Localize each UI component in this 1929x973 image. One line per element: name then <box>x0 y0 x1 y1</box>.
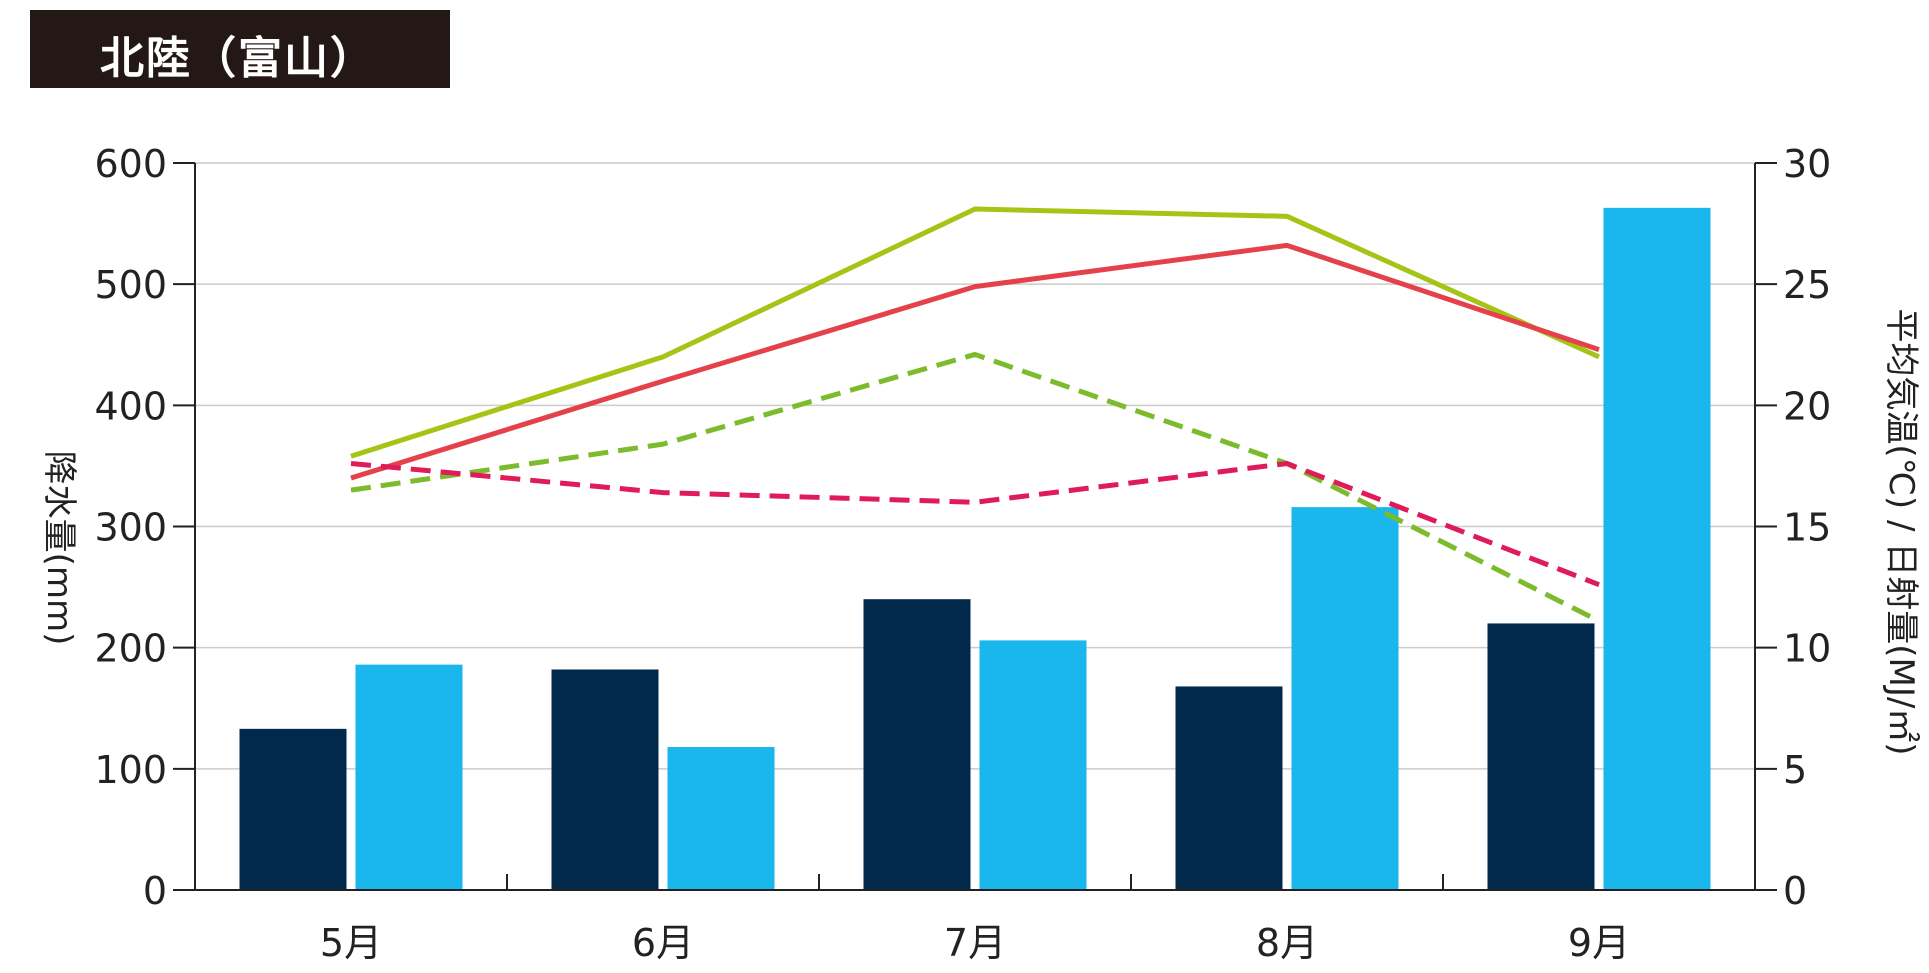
bar-series-group <box>239 207 1711 890</box>
right-tick-labels: 0 5 10 15 20 25 30 <box>1783 142 1831 913</box>
right-tick-label: 30 <box>1783 142 1831 186</box>
axes <box>173 162 1777 891</box>
line-series-2 <box>350 242 1600 481</box>
title-box: 北陸（富山） <box>30 10 450 88</box>
right-tick-label: 20 <box>1783 384 1831 428</box>
bar-series-1-bar <box>239 728 347 890</box>
category-label: 8月 <box>1256 921 1318 965</box>
bar-series-1-bar <box>863 599 971 890</box>
bar-series-2-bar <box>1291 507 1399 890</box>
line-series-group <box>350 206 1601 624</box>
line-series-4 <box>350 460 1600 587</box>
bar-series-1-bar <box>551 669 659 890</box>
right-tick-label: 0 <box>1783 869 1807 913</box>
left-tick-label: 500 <box>94 263 167 307</box>
right-axis-label: 平均気温(℃) / 日射量(MJ/㎡) <box>1881 308 1921 755</box>
right-tick-label: 15 <box>1783 506 1831 550</box>
left-tick-label: 300 <box>94 506 167 550</box>
left-tick-labels: 0 100 200 300 400 500 600 <box>94 142 167 913</box>
category-label: 7月 <box>944 921 1006 965</box>
line-series-1 <box>350 206 1601 459</box>
right-tick-label: 25 <box>1783 263 1831 307</box>
right-tick-label: 10 <box>1783 627 1831 671</box>
category-label: 9月 <box>1568 921 1630 965</box>
chart-title: 北陸（富山） <box>100 33 376 84</box>
bar-series-2-bar <box>1603 207 1711 890</box>
category-label: 6月 <box>632 921 694 965</box>
left-tick-label: 400 <box>94 384 167 428</box>
bar-series-2-bar <box>355 664 463 890</box>
category-label: 5月 <box>320 921 382 965</box>
right-tick-label: 5 <box>1783 748 1807 792</box>
bar-series-1-bar <box>1175 686 1283 890</box>
left-tick-label: 600 <box>94 142 167 186</box>
line-series-3 <box>350 351 1601 624</box>
bar-series-2-bar <box>667 747 775 890</box>
left-tick-label: 100 <box>94 748 167 792</box>
left-axis-label: 降水量(mm) <box>39 451 79 646</box>
category-labels: 5月 6月 7月 8月 9月 <box>320 921 1630 965</box>
left-tick-label: 0 <box>143 869 167 913</box>
left-tick-label: 200 <box>94 627 167 671</box>
bar-series-1-bar <box>1487 623 1595 890</box>
bar-series-2-bar <box>979 640 1087 890</box>
